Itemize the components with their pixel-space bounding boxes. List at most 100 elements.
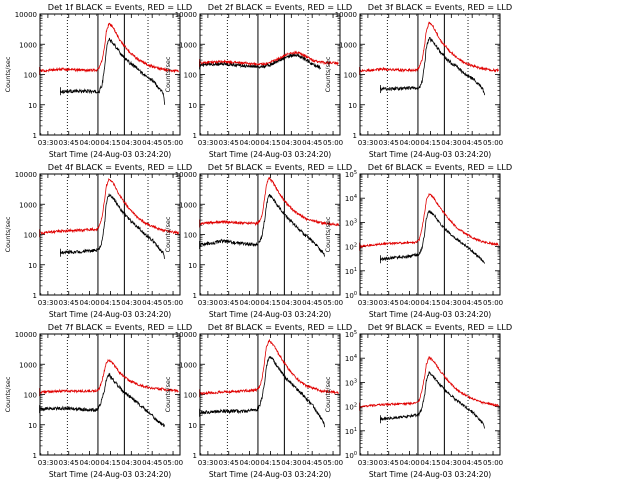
detector-panel: Det 9f BLACK = Events, RED = LLD Counts/s…: [324, 322, 512, 479]
x-axis-label: Start Time (24-Aug-03 03:24:20): [209, 150, 331, 159]
panel-title: Det 3f BLACK = Events, RED = LLD: [368, 2, 512, 12]
x-tick-label: 03:45: [219, 139, 239, 147]
panel-title: Det 8f BLACK = Events, RED = LLD: [208, 322, 352, 332]
y-tick-label: 1000: [339, 41, 357, 49]
x-axis-label: Start Time (24-Aug-03 03:24:20): [209, 470, 331, 479]
y-tick-label: 103: [345, 378, 357, 387]
y-tick-label: 10000: [175, 171, 197, 179]
events-series-line: [200, 356, 326, 428]
x-tick-label: 05:00: [483, 299, 503, 307]
x-tick-label: 04:00: [400, 459, 420, 467]
x-tick-label: 04:15: [100, 139, 120, 147]
x-tick-label: 04:15: [420, 299, 440, 307]
x-tick-label: 04:30: [441, 139, 461, 147]
events-series-line: [380, 371, 486, 429]
detector-panel: Det 2f BLACK = Events, RED = LLD Counts/s…: [164, 2, 352, 159]
panel-title: Det 2f BLACK = Events, RED = LLD: [208, 2, 352, 12]
x-tick-label: 04:00: [240, 139, 260, 147]
y-tick-label: 100: [344, 72, 357, 80]
x-tick-label: 03:45: [59, 139, 79, 147]
x-tick-label: 04:45: [462, 299, 482, 307]
y-tick-label: 102: [345, 403, 357, 412]
x-tick-label: 03:30: [358, 299, 378, 307]
y-tick-label: 10: [28, 262, 37, 270]
x-axis-label: Start Time (24-Aug-03 03:24:20): [369, 150, 491, 159]
y-tick-label: 104: [345, 354, 357, 363]
y-axis-label: Counts/sec: [164, 56, 172, 92]
x-tick-label: 03:45: [219, 459, 239, 467]
y-tick-label: 100: [345, 291, 357, 300]
x-tick-label: 04:00: [80, 299, 100, 307]
detector-panel: Det 1f BLACK = Events, RED = LLD Counts/s…: [4, 2, 192, 159]
x-tick-label: 03:45: [379, 459, 399, 467]
x-tick-label: 04:15: [100, 459, 120, 467]
detector-panel: Det 3f BLACK = Events, RED = LLD Counts/s…: [324, 2, 512, 159]
y-tick-label: 10000: [335, 11, 357, 19]
y-tick-label: 105: [345, 330, 357, 339]
plot-frame: [199, 13, 341, 136]
y-tick-label: 10000: [175, 11, 197, 19]
x-axis-label: Start Time (24-Aug-03 03:24:20): [369, 470, 491, 479]
lld-series-line: [200, 50, 339, 67]
y-tick-label: 10: [188, 262, 197, 270]
y-tick-label: 10: [188, 102, 197, 110]
y-tick-label: 1000: [19, 41, 37, 49]
y-tick-label: 1: [33, 132, 37, 140]
y-tick-label: 1000: [179, 41, 197, 49]
x-tick-label: 04:30: [281, 459, 301, 467]
plot-frame: [359, 13, 501, 136]
y-axis-label: Counts/sec: [324, 376, 332, 412]
detector-panel: Det 7f BLACK = Events, RED = LLD Counts/s…: [4, 322, 192, 479]
plot-frame: [199, 333, 341, 456]
y-tick-label: 1: [193, 132, 197, 140]
y-tick-label: 1000: [19, 361, 37, 369]
y-tick-label: 103: [345, 218, 357, 227]
y-axis-label: Counts/sec: [4, 376, 12, 412]
y-tick-label: 10: [188, 422, 197, 430]
x-tick-label: 04:30: [281, 139, 301, 147]
x-tick-label: 05:00: [323, 139, 343, 147]
panel-title: Det 9f BLACK = Events, RED = LLD: [368, 322, 512, 332]
x-tick-label: 03:30: [38, 139, 58, 147]
y-tick-label: 10000: [15, 11, 37, 19]
x-axis-label: Start Time (24-Aug-03 03:24:20): [49, 470, 171, 479]
x-tick-label: 04:30: [121, 459, 141, 467]
lld-series-line: [40, 358, 179, 395]
x-tick-label: 05:00: [163, 139, 183, 147]
panel-title: Det 5f BLACK = Events, RED = LLD: [208, 162, 352, 172]
x-tick-label: 04:45: [142, 459, 162, 467]
x-tick-label: 04:00: [400, 139, 420, 147]
x-axis-label: Start Time (24-Aug-03 03:24:20): [49, 150, 171, 159]
plot-frame: [39, 173, 181, 296]
detector-panel: Det 8f BLACK = Events, RED = LLD Counts/s…: [164, 322, 352, 479]
y-tick-label: 100: [184, 232, 197, 240]
panel-title: Det 7f BLACK = Events, RED = LLD: [48, 322, 192, 332]
y-tick-label: 104: [345, 194, 357, 203]
x-tick-label: 05:00: [163, 459, 183, 467]
y-tick-label: 1000: [179, 201, 197, 209]
x-tick-label: 04:45: [302, 459, 322, 467]
plot-frame: [359, 333, 501, 456]
plot-frame: [39, 13, 181, 136]
events-series-line: [380, 37, 486, 96]
x-tick-label: 03:30: [358, 139, 378, 147]
y-tick-label: 10: [348, 102, 357, 110]
y-tick-label: 100: [345, 451, 357, 460]
x-tick-label: 04:00: [240, 299, 260, 307]
x-tick-label: 03:45: [219, 299, 239, 307]
x-tick-label: 04:00: [80, 139, 100, 147]
events-series-line: [40, 372, 166, 428]
x-tick-label: 04:15: [420, 139, 440, 147]
x-tick-label: 04:45: [142, 299, 162, 307]
x-tick-label: 03:30: [198, 459, 218, 467]
events-series-line: [200, 52, 321, 70]
y-tick-label: 1: [193, 292, 197, 300]
detector-panel: Det 6f BLACK = Events, RED = LLD Counts/s…: [324, 162, 512, 319]
x-tick-label: 04:15: [260, 139, 280, 147]
y-tick-label: 1000: [179, 361, 197, 369]
x-tick-label: 03:30: [198, 139, 218, 147]
y-tick-label: 100: [24, 232, 37, 240]
y-tick-label: 1: [33, 292, 37, 300]
y-axis-label: Counts/sec: [164, 376, 172, 412]
